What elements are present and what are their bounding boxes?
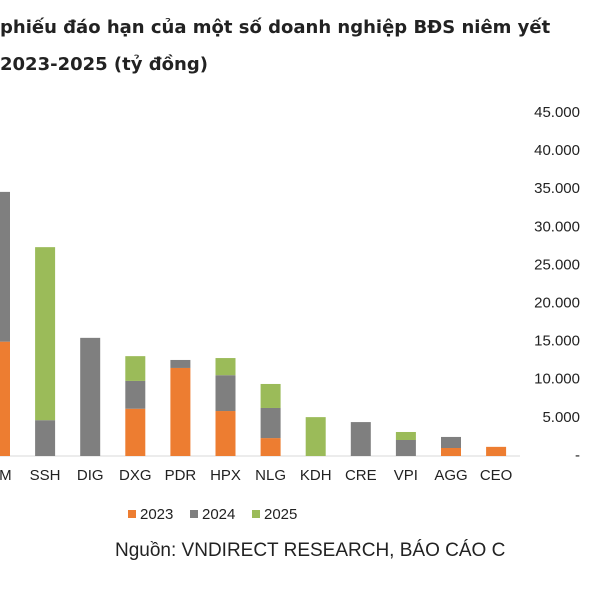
legend-label: 2025 (264, 506, 297, 523)
bar-segment (125, 356, 146, 381)
bar-segment (395, 439, 416, 456)
bar-segment (215, 411, 236, 456)
y-tick-label: 45.000 (534, 104, 580, 121)
x-tick-label: CRE (345, 467, 377, 484)
bar-segment (441, 436, 461, 448)
x-tick-label: NLG (255, 467, 286, 484)
x-tick-label: HM (0, 467, 12, 484)
bar-segment (486, 446, 507, 456)
x-tick-label: SSH (30, 467, 61, 484)
bar-segment (170, 367, 191, 456)
x-tick-label: PDR (165, 467, 197, 484)
bar-segment (260, 383, 281, 408)
y-tick-label: - (575, 447, 580, 464)
x-tick-label: AGG (434, 467, 467, 484)
bar-segment (395, 431, 416, 440)
bar-segment (0, 191, 10, 342)
x-tick-label: CEO (480, 467, 513, 484)
source: Nguồn: VNDIRECT RESEARCH, BÁO CÁO C (115, 540, 505, 561)
x-tick-label: KDH (300, 467, 332, 484)
bar-segment (441, 447, 461, 456)
legend-swatch (128, 510, 136, 518)
bar-segment (80, 337, 101, 456)
bar-segment (305, 417, 326, 456)
x-tick-label: VPI (394, 467, 418, 484)
bar-segment (125, 408, 146, 456)
bar-segment (125, 380, 146, 409)
bar-segment (215, 375, 236, 412)
y-tick-label: 40.000 (534, 142, 580, 159)
chart-title: phiếu đáo hạn của một số doanh nghiệp BĐ… (0, 17, 551, 38)
y-tick-label: 10.000 (534, 371, 580, 388)
y-tick-label: 30.000 (534, 218, 580, 235)
bar-segment (215, 358, 236, 376)
y-tick-label: 35.000 (534, 180, 580, 197)
bar-segment (35, 247, 56, 421)
x-tick-label: HPX (210, 467, 241, 484)
legend-label: 2024 (202, 506, 235, 523)
chart-title: 2023-2025 (tỷ đồng) (0, 54, 208, 75)
bar-segment (0, 341, 10, 456)
y-tick-label: 25.000 (534, 256, 580, 273)
y-tick-label: 20.000 (534, 295, 580, 312)
bar-segment (170, 359, 191, 368)
x-tick-label: DXG (119, 467, 152, 484)
y-tick-label: 15.000 (534, 333, 580, 350)
legend-swatch (190, 510, 198, 518)
x-tick-label: DIG (77, 467, 104, 484)
bar-segment (260, 407, 281, 439)
y-tick-label: 5.000 (542, 409, 580, 426)
bar-segment (35, 420, 56, 456)
bar-segment (260, 438, 281, 456)
bar-segment (350, 422, 371, 456)
legend-swatch (252, 510, 260, 518)
legend-label: 2023 (140, 506, 173, 523)
